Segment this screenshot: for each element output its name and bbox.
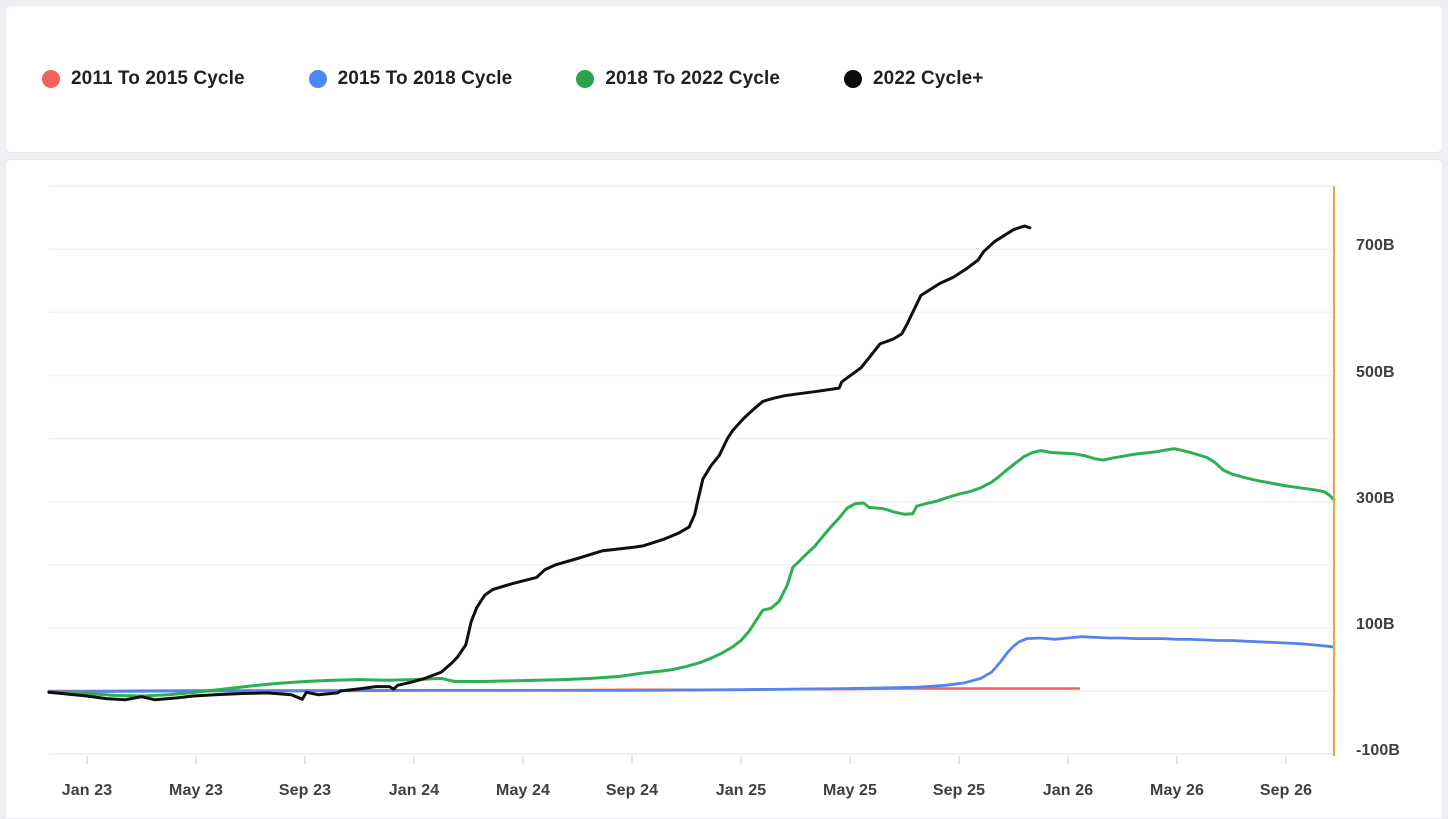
x-axis-label: Jan 24 <box>388 782 440 799</box>
y-axis-label: 100B <box>1356 615 1395 633</box>
legend-item-label: 2022 Cycle+ <box>873 68 984 89</box>
line-chart-plot-area[interactable]: Jan 23 May 23 Sep 23 Jan 24 May 24 Sep 24 Jan … <box>6 160 1444 815</box>
x-axis-label: Jan 23 <box>61 782 113 799</box>
legend-item-cycle-2015-2018[interactable]: 2015 To 2018 Cycle <box>308 68 513 90</box>
chart-canvas <box>47 185 1336 765</box>
y-axis-label: -100B <box>1356 742 1401 760</box>
legend-item-cycle-2018-2022[interactable]: 2018 To 2022 Cycle <box>576 68 780 90</box>
legend-card: 2011 To 2015 Cycle 2015 To 2018 Cycle 2018… <box>5 5 1443 153</box>
x-axis-label: Sep 25 <box>932 782 986 799</box>
y-axis-label: 500B <box>1356 363 1395 381</box>
x-axis-label: May 24 <box>496 782 550 799</box>
series-line-2018-to-2022-cycle[interactable] <box>47 447 1336 698</box>
series-line-2015-to-2018-cycle[interactable] <box>47 635 1334 693</box>
y-axis-label: 700B <box>1356 237 1395 255</box>
x-axis-label: May 26 <box>1150 782 1204 799</box>
x-axis-label: Sep 23 <box>278 782 332 799</box>
x-axis-label: May 23 <box>169 782 223 799</box>
legend-dot-icon <box>844 70 863 88</box>
chart-card: Jan 23 May 23 Sep 23 Jan 24 May 24 Sep 24 Jan … <box>5 159 1443 819</box>
legend-item-cycle-2011-2015[interactable]: 2011 To 2015 Cycle <box>42 68 245 90</box>
legend-dot-icon <box>308 70 327 88</box>
x-axis-label: Jan 26 <box>1042 782 1094 799</box>
legend-dot-icon <box>42 70 60 88</box>
x-axis-label: May 25 <box>823 782 877 799</box>
legend-item-label: 2011 To 2015 Cycle <box>71 68 245 89</box>
x-axis-label: Sep 24 <box>605 782 659 799</box>
chart-legend: 2011 To 2015 Cycle 2015 To 2018 Cycle 2018… <box>6 6 1442 152</box>
series-line-2022-cycle-[interactable] <box>47 224 1032 702</box>
x-axis-label: Sep 26 <box>1259 782 1313 799</box>
x-axis-label: Jan 25 <box>715 782 767 799</box>
legend-item-label: 2018 To 2022 Cycle <box>605 68 781 89</box>
legend-item-label: 2015 To 2018 Cycle <box>337 68 513 89</box>
y-axis-label: 300B <box>1356 489 1395 507</box>
legend-dot-icon <box>576 70 595 88</box>
legend-item-cycle-2022-plus[interactable]: 2022 Cycle+ <box>844 68 983 90</box>
